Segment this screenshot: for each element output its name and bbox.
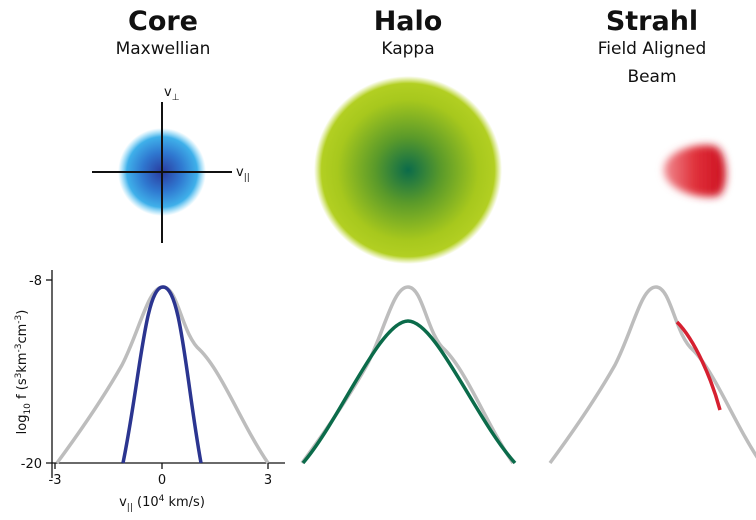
panel-subtitle: Field Aligned (598, 39, 707, 59)
text-part: 10 (23, 403, 33, 415)
text-part: v (119, 495, 127, 510)
x-tick-label: 0 (158, 473, 166, 488)
text-part: km (15, 352, 30, 372)
panel-subtitle: Maxwellian (116, 39, 211, 59)
text-part: km/s) (164, 495, 205, 510)
v-par-label: v|| (236, 165, 250, 183)
text-part: ⊥ (172, 93, 180, 103)
x-tick-label: 3 (264, 473, 272, 488)
text-part: || (244, 173, 250, 183)
x-axis-label: v|| (104 km/s) (119, 494, 205, 513)
text-part: || (127, 503, 133, 513)
text-part: ) (15, 310, 30, 315)
text-part: log (15, 415, 30, 435)
halo-curve (301, 319, 517, 465)
text-part: 3 (14, 373, 24, 379)
total-curve (300, 285, 515, 465)
total-curve (55, 285, 270, 465)
core-curve (121, 285, 203, 464)
strahl-distribution (664, 145, 726, 197)
panel-title: Core (128, 6, 198, 37)
panel-subtitle: Beam (627, 67, 676, 87)
text-part: 4 (159, 494, 165, 504)
text-part: -3 (14, 343, 24, 352)
strahl-curve (675, 320, 722, 411)
y-axis-label: log10 f (s3km-3cm-3) (14, 310, 33, 435)
v-perp-label: v⊥ (164, 85, 180, 103)
panel-title: Strahl (606, 6, 698, 37)
panel-title: Halo (374, 6, 443, 37)
text-part: cm (15, 324, 30, 344)
y-tick-label: -8 (29, 274, 42, 289)
total-curve (548, 285, 756, 465)
y-tick-label: -20 (21, 457, 42, 472)
halo-distribution (314, 76, 502, 264)
text-part: -3 (14, 315, 24, 324)
text-part: f (s (15, 378, 30, 403)
text-part: v (164, 85, 172, 100)
text-part: v (236, 165, 244, 180)
panel-subtitle: Kappa (381, 39, 434, 59)
text-part: (10 (133, 495, 159, 510)
x-tick-label: -3 (49, 473, 62, 488)
